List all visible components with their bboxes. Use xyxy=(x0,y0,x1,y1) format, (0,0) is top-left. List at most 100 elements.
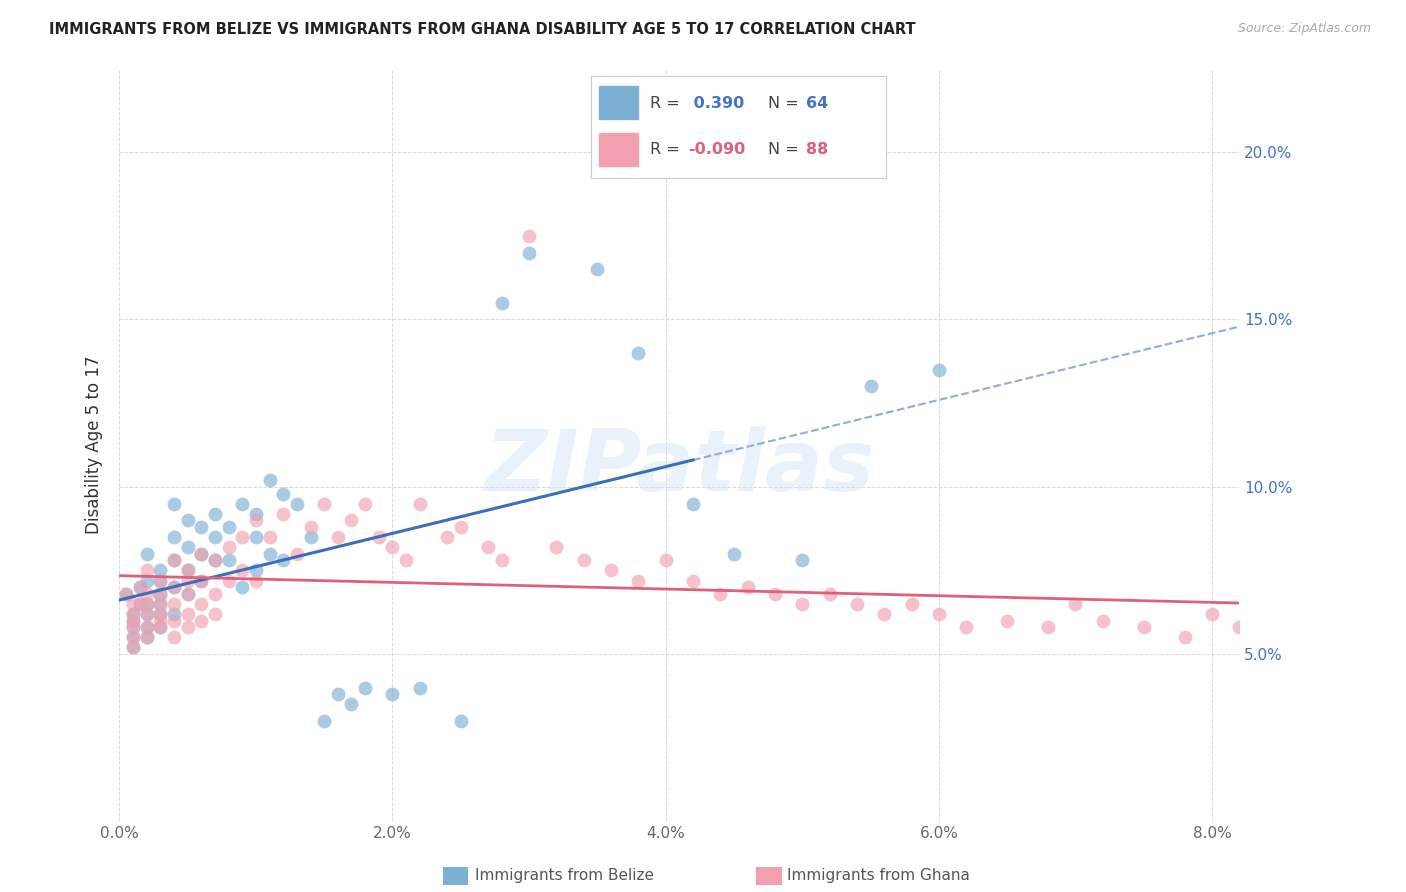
Point xyxy=(546,540,568,554)
Text: N =: N = xyxy=(768,142,804,157)
Point xyxy=(218,553,240,567)
Point xyxy=(245,574,267,588)
Point xyxy=(218,574,240,588)
Point xyxy=(135,620,157,634)
Point xyxy=(204,530,226,544)
Point xyxy=(122,620,145,634)
Point xyxy=(845,597,868,611)
Point xyxy=(600,564,623,578)
Bar xyxy=(599,87,638,119)
Point xyxy=(204,607,226,621)
Point xyxy=(491,553,513,567)
Point xyxy=(149,607,172,621)
Point xyxy=(314,497,336,511)
Point xyxy=(873,607,896,621)
Point xyxy=(1174,631,1197,645)
Point xyxy=(135,607,157,621)
Point xyxy=(245,530,267,544)
Point xyxy=(409,681,432,695)
Point xyxy=(204,553,226,567)
Text: 0.390: 0.390 xyxy=(688,96,744,111)
Point xyxy=(204,553,226,567)
Point xyxy=(900,597,922,611)
Point xyxy=(163,580,186,594)
Point xyxy=(190,574,212,588)
Point xyxy=(135,631,157,645)
Text: Immigrants from Belize: Immigrants from Belize xyxy=(475,869,654,883)
Point xyxy=(1036,620,1059,634)
Point xyxy=(190,597,212,611)
Point xyxy=(314,714,336,728)
Point xyxy=(792,553,814,567)
Point xyxy=(135,631,157,645)
Point xyxy=(928,607,950,621)
Point xyxy=(381,687,404,701)
Point xyxy=(122,614,145,628)
Point xyxy=(1227,620,1250,634)
Point xyxy=(818,587,841,601)
Point xyxy=(149,620,172,634)
Point xyxy=(190,614,212,628)
Point xyxy=(285,547,308,561)
Point xyxy=(163,631,186,645)
Point xyxy=(409,497,432,511)
Point xyxy=(1201,607,1223,621)
Point xyxy=(436,530,458,544)
Point xyxy=(654,553,676,567)
Point xyxy=(477,540,499,554)
Point xyxy=(176,620,198,634)
Text: 64: 64 xyxy=(806,96,828,111)
Point xyxy=(682,497,704,511)
Point xyxy=(517,245,540,260)
Point xyxy=(176,540,198,554)
Point xyxy=(709,587,731,601)
Point xyxy=(149,587,172,601)
Point xyxy=(1310,654,1333,668)
Point xyxy=(1132,620,1154,634)
Point xyxy=(115,587,138,601)
Point xyxy=(176,574,198,588)
Point xyxy=(491,295,513,310)
Point xyxy=(995,614,1018,628)
Point xyxy=(231,564,253,578)
Point xyxy=(149,597,172,611)
Point xyxy=(135,620,157,634)
Point xyxy=(176,564,198,578)
Point xyxy=(218,540,240,554)
Point xyxy=(354,497,377,511)
Point xyxy=(190,547,212,561)
Point xyxy=(135,564,157,578)
Point xyxy=(149,614,172,628)
Point xyxy=(176,607,198,621)
Point xyxy=(271,486,294,500)
Point xyxy=(115,587,138,601)
Point xyxy=(122,614,145,628)
Point xyxy=(135,587,157,601)
Point xyxy=(354,681,377,695)
Point xyxy=(163,607,186,621)
Point xyxy=(163,530,186,544)
Point xyxy=(204,587,226,601)
Point xyxy=(122,597,145,611)
Point xyxy=(245,513,267,527)
Point xyxy=(259,530,281,544)
Y-axis label: Disability Age 5 to 17: Disability Age 5 to 17 xyxy=(86,356,103,534)
Point xyxy=(1270,640,1292,655)
Point xyxy=(450,714,472,728)
Point xyxy=(163,553,186,567)
Point xyxy=(231,580,253,594)
Point xyxy=(381,540,404,554)
Text: N =: N = xyxy=(768,96,804,111)
Point xyxy=(163,553,186,567)
Point xyxy=(128,580,150,594)
Point xyxy=(723,547,745,561)
Point xyxy=(792,597,814,611)
Point xyxy=(572,553,595,567)
Point xyxy=(122,631,145,645)
Point xyxy=(176,564,198,578)
Text: Immigrants from Ghana: Immigrants from Ghana xyxy=(787,869,970,883)
Point xyxy=(299,520,322,534)
Point xyxy=(176,513,198,527)
Point xyxy=(326,530,349,544)
Point xyxy=(271,553,294,567)
